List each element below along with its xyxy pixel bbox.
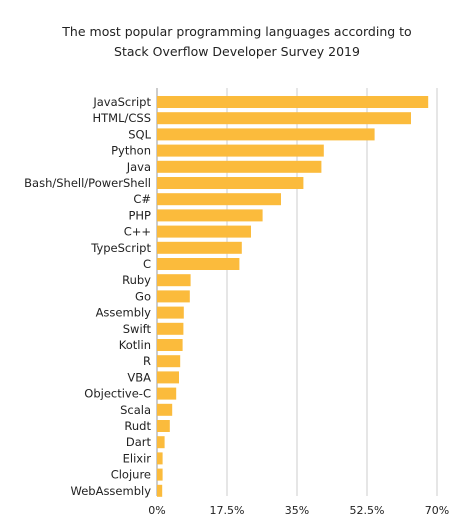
x-tick-label: 0% <box>148 504 165 517</box>
category-label: SQL <box>128 127 151 141</box>
bar-objective-c <box>157 387 177 400</box>
bar-swift <box>157 322 184 335</box>
bar-php <box>157 209 263 222</box>
x-tick-label: 35% <box>285 504 309 517</box>
category-label: C <box>143 257 151 271</box>
x-tick-label: 52.5% <box>350 504 385 517</box>
bar-ruby <box>157 274 191 287</box>
chart-title-line-1: The most popular programming languages a… <box>62 24 412 39</box>
category-label: WebAssembly <box>71 484 152 498</box>
category-label: JavaScript <box>92 95 151 109</box>
bar-scala <box>157 403 173 416</box>
bar-go <box>157 290 190 303</box>
category-label: Scala <box>120 403 151 417</box>
category-label: HTML/CSS <box>92 111 151 125</box>
bar-html-css <box>157 112 411 125</box>
bar-sql <box>157 128 375 141</box>
category-label: TypeScript <box>90 241 151 255</box>
bar-c- <box>157 193 281 206</box>
bar-bash-shell-powershell <box>157 177 304 189</box>
category-label: Python <box>111 144 151 158</box>
bar-dart <box>157 436 165 449</box>
category-label: Dart <box>126 435 152 449</box>
bar-typescript <box>157 241 242 254</box>
category-label: C++ <box>124 225 151 239</box>
bar-java <box>157 160 322 173</box>
category-label: Java <box>126 160 151 174</box>
category-label: Objective-C <box>84 387 151 401</box>
bar-c- <box>157 225 251 238</box>
chart-title-line-2: Stack Overflow Developer Survey 2019 <box>114 44 360 59</box>
category-label: Elixir <box>123 451 152 465</box>
category-label: Rudt <box>124 419 151 433</box>
bar-vba <box>157 371 179 384</box>
x-tick-label: 70% <box>425 504 449 517</box>
category-label: Clojure <box>111 468 151 482</box>
category-label: Bash/Shell/PowerShell <box>24 176 151 190</box>
bar-assembly <box>157 306 184 319</box>
bar-rudt <box>157 420 170 432</box>
category-label: Kotlin <box>119 338 151 352</box>
bar-elixir <box>157 452 163 465</box>
category-label: PHP <box>128 208 151 222</box>
category-label: VBA <box>127 370 151 384</box>
chart-title: The most popular programming languages a… <box>0 22 474 62</box>
category-label: Ruby <box>122 273 151 287</box>
bar-kotlin <box>157 339 183 351</box>
x-tick-label: 17.5% <box>210 504 245 517</box>
category-label: C# <box>133 192 151 206</box>
category-label: Swift <box>123 322 152 336</box>
bar-webassembly <box>157 484 163 497</box>
bar-c <box>157 258 240 270</box>
bar-python <box>157 144 324 157</box>
bar-clojure <box>157 468 163 481</box>
category-label: Go <box>135 289 151 303</box>
category-label: Assembly <box>96 306 152 320</box>
category-label: R <box>143 354 151 368</box>
bar-javascript <box>157 96 429 108</box>
bar-r <box>157 355 181 368</box>
